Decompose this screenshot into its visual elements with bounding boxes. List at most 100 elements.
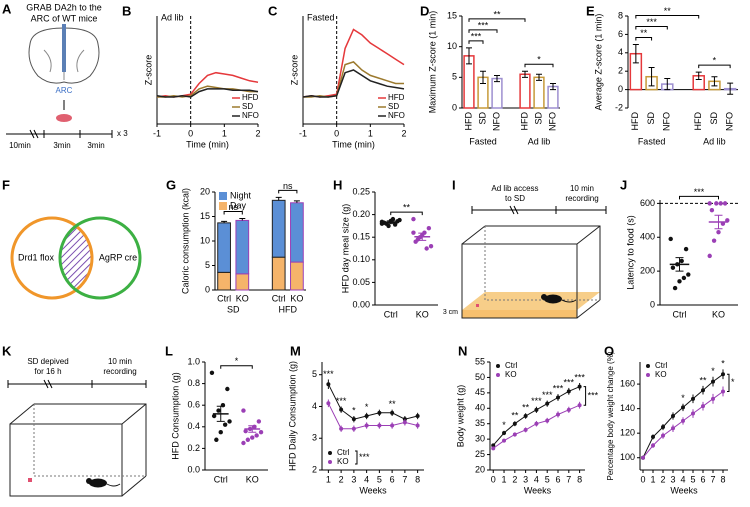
- sig-label: ***: [359, 452, 370, 462]
- error-bar: [522, 70, 528, 78]
- point: [707, 201, 712, 206]
- sig-label: **: [699, 375, 707, 385]
- point: [502, 430, 507, 435]
- point: [718, 201, 723, 206]
- point: [512, 421, 517, 426]
- y-tick-label: 0: [650, 299, 655, 309]
- y-tick-label: 0.2: [187, 443, 200, 453]
- x-tick-label: 6: [556, 474, 561, 484]
- legend-label: HFD: [242, 93, 259, 102]
- label: 3min: [53, 141, 70, 150]
- bar: [519, 73, 531, 109]
- bar-segment: [235, 273, 250, 291]
- point: [491, 446, 496, 451]
- error-bar: [494, 74, 500, 83]
- sig-label: *: [731, 377, 735, 387]
- label: 3min: [87, 141, 104, 150]
- x-tick-label: 0: [640, 474, 645, 484]
- group-label: Ad lib: [528, 136, 551, 146]
- point: [377, 410, 382, 415]
- sig-bracket: [468, 18, 526, 22]
- series-line: [302, 69, 405, 98]
- x-tick-label: 0: [491, 474, 496, 484]
- x-tick-label: KO: [236, 293, 249, 303]
- sig-label: ***: [471, 31, 482, 41]
- y-tick-label: 20: [200, 186, 210, 196]
- y-tick-label: 3: [312, 433, 317, 443]
- x-tick-label: KO: [290, 293, 303, 303]
- legend-label: KO: [337, 457, 349, 466]
- y-tick-label: 0: [205, 284, 210, 294]
- label: AgRP cre: [99, 252, 137, 262]
- y-axis-label: Percentage body weight change (%): [606, 351, 615, 480]
- label: 10 min: [108, 357, 132, 366]
- y-tick-label: 8: [618, 10, 623, 20]
- error-bar: [275, 196, 282, 201]
- point: [711, 379, 715, 384]
- x-tick-label: 1: [222, 128, 227, 138]
- y-tick-label: 35: [475, 418, 485, 428]
- mouse: [544, 294, 562, 304]
- x-tick-label: HFD: [630, 112, 640, 131]
- sig-bracket: [278, 189, 298, 194]
- series-line: [642, 373, 724, 458]
- point: [661, 425, 665, 430]
- point: [211, 413, 217, 419]
- y-tick-label: 5: [205, 260, 210, 270]
- y-tick-label: 0: [618, 84, 623, 94]
- legend-label: Ctrl: [505, 361, 518, 370]
- sig-label: *: [235, 356, 239, 366]
- point: [243, 428, 248, 434]
- error-bar: [466, 47, 472, 65]
- point: [566, 407, 571, 412]
- y-axis-label: Average Z-score (1 min): [593, 14, 603, 111]
- error-bar: [239, 217, 246, 221]
- panel-letter: D: [420, 3, 429, 18]
- x-tick-label: KO: [712, 309, 725, 319]
- point: [677, 279, 682, 284]
- sig-bracket: [468, 29, 498, 33]
- point: [651, 443, 655, 448]
- sig-label: **: [493, 9, 501, 19]
- x-tick-label: 6: [390, 474, 395, 484]
- error-bar: [664, 78, 671, 91]
- series-line: [327, 403, 418, 430]
- x-tick-label: 1: [650, 474, 655, 484]
- label: ARC: [56, 86, 73, 95]
- point: [545, 401, 550, 406]
- label: Ad lib access: [491, 184, 538, 193]
- y-tick-label: 200: [640, 266, 655, 276]
- bar-segment: [217, 222, 231, 273]
- point: [351, 426, 356, 431]
- panel-letter: O: [604, 343, 614, 358]
- sig-bracket: [635, 37, 653, 41]
- sig-bracket: [468, 40, 484, 44]
- point: [691, 396, 695, 401]
- x-tick-label: 0: [334, 128, 339, 138]
- y-tick-label: 6: [618, 29, 623, 39]
- group-label: SD: [227, 304, 240, 314]
- sig-label: *: [711, 366, 715, 376]
- sig-label: ***: [553, 383, 564, 393]
- sig-label: ***: [588, 390, 599, 400]
- legend-label: KO: [655, 370, 667, 379]
- series-line: [327, 383, 418, 420]
- point: [245, 437, 251, 442]
- point: [428, 244, 434, 249]
- legend-swatch: [219, 192, 227, 200]
- point: [701, 404, 705, 409]
- error-bar: [711, 76, 718, 87]
- point: [711, 238, 717, 243]
- legend-label: Ctrl: [655, 361, 668, 370]
- bar: [491, 77, 503, 109]
- y-tick-label: 4: [312, 401, 317, 411]
- mouse-head: [541, 294, 547, 300]
- x-tick-label: 1: [326, 474, 331, 484]
- point: [377, 423, 382, 428]
- point: [415, 237, 421, 242]
- x-tick-label: -1: [153, 128, 161, 138]
- y-axis-label: Z-score: [143, 55, 153, 86]
- label: Drd1 flox: [18, 252, 55, 262]
- point: [390, 423, 395, 428]
- y-tick-label: 30: [475, 434, 485, 444]
